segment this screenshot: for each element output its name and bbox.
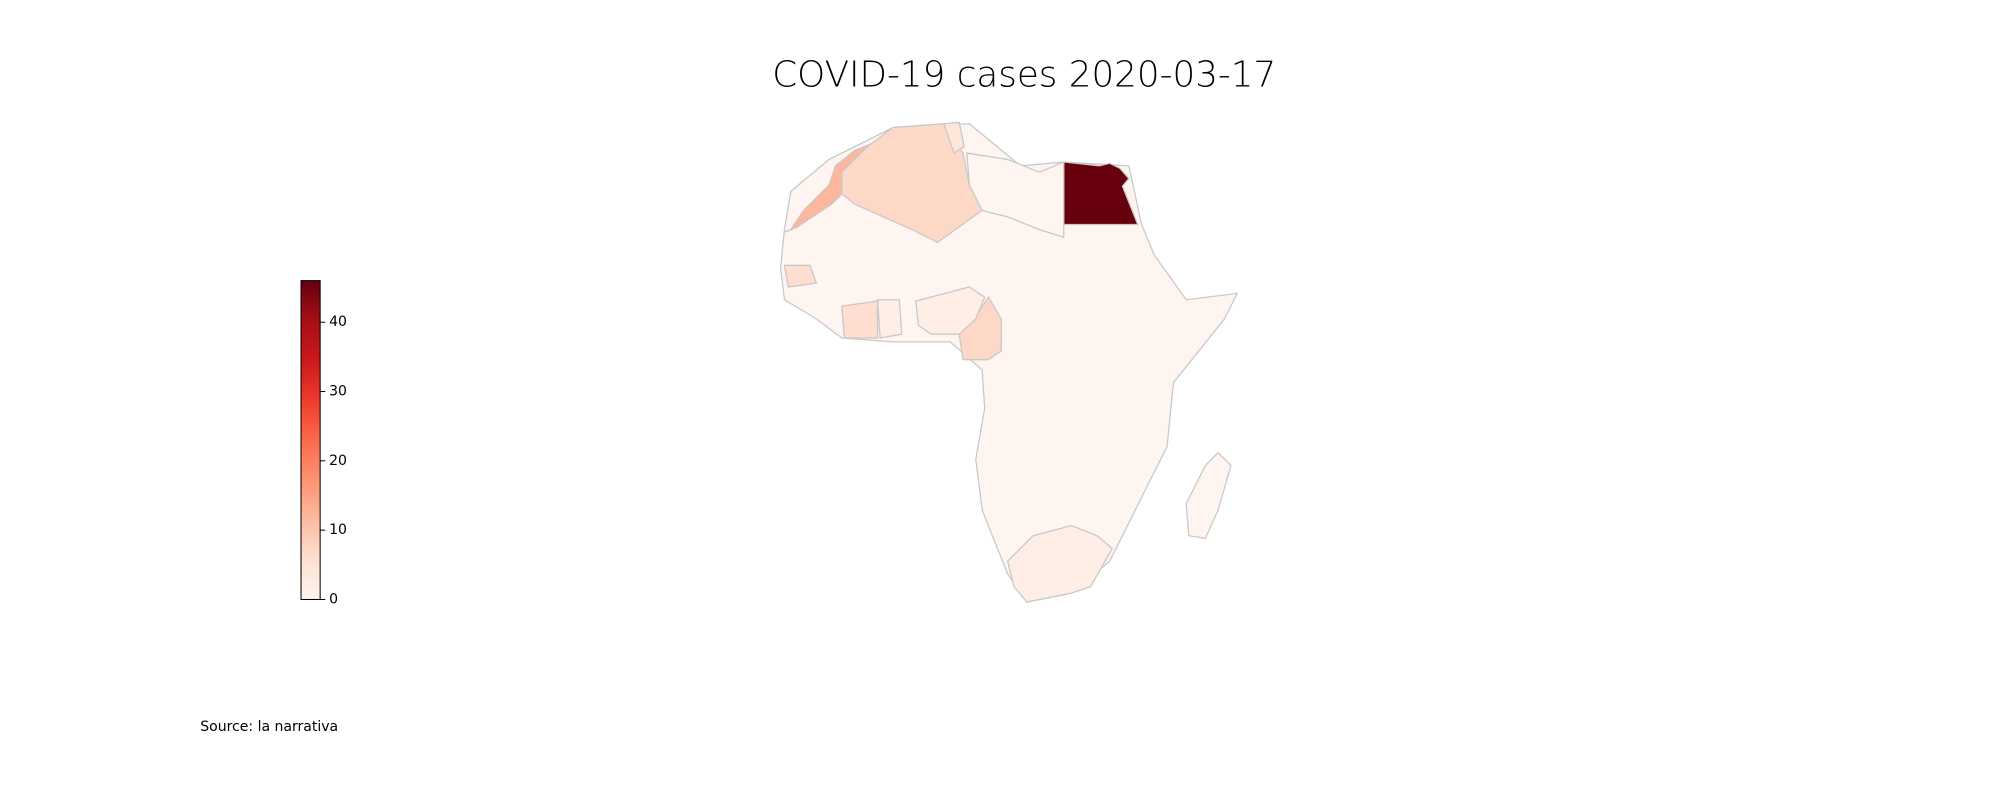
tick-label: 40 [329, 314, 347, 330]
region [783, 264, 818, 288]
regions [783, 121, 1232, 603]
tick-label: 20 [329, 453, 347, 469]
colorbar-fill [300, 280, 321, 600]
region [1063, 161, 1139, 226]
source-note: Source: la narrativa [200, 719, 338, 735]
region [915, 286, 986, 335]
chart-title: COVID-19 cases 2020-03-17 [772, 55, 1276, 96]
region [966, 152, 1065, 239]
region [1185, 451, 1232, 539]
tick-label: 10 [329, 522, 347, 538]
tick-label: 0 [329, 591, 338, 607]
figure: COVID-19 cases 2020-03-17 Source: la nar… [200, 55, 1276, 736]
colorbar: 0 10 20 30 40 [300, 280, 347, 607]
region [841, 300, 879, 339]
region [942, 121, 965, 155]
tick-label: 30 [329, 384, 347, 400]
region [876, 299, 903, 339]
region [1006, 524, 1114, 603]
